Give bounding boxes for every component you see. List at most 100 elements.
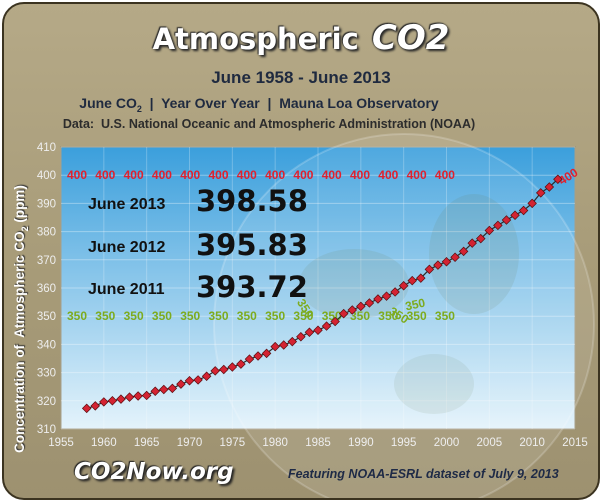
label-350: 350	[378, 309, 398, 323]
x-tick-label: 1985	[305, 437, 331, 449]
label-350: 350	[350, 309, 370, 323]
co2now-logo: CO2Now.org	[74, 459, 234, 485]
data-point	[210, 366, 220, 376]
x-tick-label: 1975	[220, 437, 246, 449]
data-point	[321, 321, 332, 331]
label-400: 400	[209, 168, 229, 182]
y-tick-label: 400	[37, 170, 56, 182]
data-point	[398, 281, 409, 291]
axis-ticks: 310 320 330 340 350 360 370 380 390 400 410 1955 196…	[37, 142, 588, 449]
label-350: 350	[67, 309, 87, 323]
y-tick-label: 360	[37, 283, 56, 295]
label-400: 400	[378, 168, 398, 182]
data-point	[527, 198, 537, 209]
label-400: 400	[293, 168, 313, 182]
label-350: 350	[152, 309, 172, 323]
data-point	[553, 174, 563, 184]
label-350: 350	[407, 309, 427, 323]
data-point	[356, 301, 366, 312]
data-point	[476, 233, 486, 244]
data-point	[501, 215, 512, 225]
x-tick-label: 1970	[177, 437, 203, 449]
data-point	[141, 390, 152, 401]
y-tick-label: 340	[37, 339, 56, 351]
title-text: Atmospheric	[152, 22, 359, 56]
data-point	[184, 376, 195, 386]
label-400: 400	[124, 168, 144, 182]
title-co2-accent: CO2	[371, 18, 450, 58]
data-point	[381, 291, 392, 301]
label-400: 400	[322, 168, 342, 182]
data-point	[116, 394, 126, 404]
data-point	[150, 386, 160, 396]
highlight-label: June 2011	[88, 281, 165, 298]
label-350: 350	[435, 309, 455, 323]
data-point	[278, 340, 289, 350]
label-350: 350	[124, 309, 144, 323]
label-350: 350	[180, 309, 200, 323]
data-point	[159, 384, 169, 395]
highlight-readings: June 2013 398.58 June 2012 395.83 June 2011 3…	[88, 184, 308, 304]
x-tick-label: 1960	[91, 437, 117, 449]
data-point	[133, 391, 143, 401]
chart-title: Atmospheric CO2	[4, 18, 598, 58]
y-tick-label: 380	[37, 227, 56, 239]
label-400: 400	[265, 168, 285, 182]
highlight-value: 395.83	[196, 228, 308, 262]
data-point	[458, 246, 469, 257]
highlight-value: 398.58	[196, 184, 308, 218]
dataset-note: Featuring NOAA-ESRL dataset of July 9, 2…	[288, 467, 559, 481]
data-point	[518, 205, 529, 216]
plot-area	[60, 146, 576, 430]
y-axis-title: Concentration of Atmospheric CO2 (ppm)	[12, 185, 30, 453]
data-point	[510, 210, 520, 220]
data-point	[373, 294, 383, 304]
continent-shape	[429, 194, 519, 314]
x-tick-label: 1995	[391, 437, 417, 449]
data-point	[90, 401, 101, 411]
label-350-tilted: 350	[404, 296, 427, 314]
meta-rest-text: | Year Over Year | Mauna Loa Observatory	[141, 95, 439, 111]
x-tick-label: 2005	[477, 437, 503, 449]
label-400: 400	[435, 168, 455, 182]
y-axis-title-text: Concentration of Atmospheric CO	[12, 231, 28, 453]
data-point	[219, 364, 229, 375]
data-point	[484, 225, 495, 236]
data-point	[416, 273, 426, 283]
meta-co2-text: June CO	[79, 95, 137, 111]
data-point	[261, 348, 272, 359]
label-400: 400	[350, 168, 370, 182]
series-june-co2	[81, 174, 563, 414]
data-point	[544, 182, 555, 192]
data-point	[270, 341, 280, 352]
data-point	[304, 327, 315, 338]
label-400: 400	[67, 168, 87, 182]
meta-co2-subscript: 2	[136, 103, 142, 114]
data-point	[253, 351, 263, 361]
data-point	[313, 325, 323, 336]
date-range-subtitle: June 1958 - June 2013	[211, 68, 391, 87]
y-tick-label: 350	[37, 311, 56, 323]
label-350: 350	[265, 309, 285, 323]
x-tick-label: 1990	[348, 437, 374, 449]
data-point	[244, 354, 255, 364]
label-350: 350	[293, 309, 313, 323]
data-point	[424, 264, 435, 275]
label-350: 350	[209, 309, 229, 323]
data-point	[107, 396, 118, 406]
data-point	[441, 257, 452, 267]
data-point	[81, 403, 92, 414]
label-350: 350	[95, 309, 115, 323]
data-point	[390, 287, 400, 297]
y-axis-title-subscript: 2	[19, 226, 30, 232]
data-point	[287, 336, 298, 347]
highlight-label: June 2013	[88, 196, 165, 213]
data-point	[347, 305, 358, 315]
data-point	[433, 260, 443, 270]
data-source-line: Data: U.S. National Oceanic and Atmosphe…	[62, 117, 476, 131]
data-point	[450, 252, 460, 262]
x-tick-label: 2000	[434, 437, 460, 449]
x-tick-label: 1980	[262, 437, 288, 449]
label-400: 400	[237, 168, 257, 182]
data-point	[407, 275, 417, 286]
